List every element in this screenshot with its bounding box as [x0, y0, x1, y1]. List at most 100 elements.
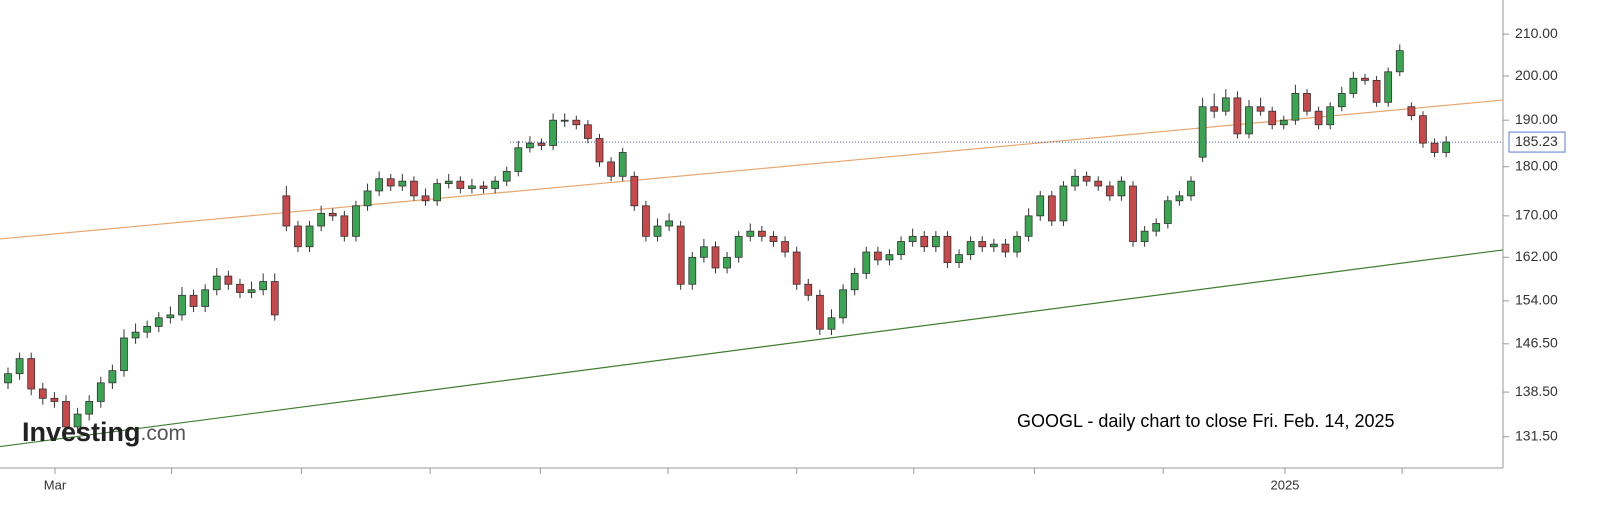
y-tick-label: 131.50	[1515, 427, 1558, 443]
candle-body	[433, 183, 442, 202]
candle-body	[50, 397, 59, 402]
candle-body	[328, 212, 337, 217]
candle-body	[642, 205, 650, 237]
candle-body	[1268, 110, 1277, 126]
candle-body	[1024, 215, 1033, 237]
candle-body	[711, 246, 720, 269]
candle-body	[920, 235, 929, 248]
candle-body	[154, 317, 163, 327]
candle-body	[607, 161, 615, 177]
candle-body	[1163, 200, 1172, 224]
candle-body	[1395, 50, 1404, 73]
candle-body	[1140, 230, 1149, 242]
candle-body	[653, 225, 662, 237]
candle-body	[931, 235, 940, 248]
candle-body	[1337, 93, 1346, 108]
y-tick-label: 200.00	[1515, 67, 1558, 83]
y-tick-label: 162.00	[1515, 248, 1558, 264]
candle-body	[178, 294, 186, 316]
candle-body	[340, 215, 349, 237]
candle-body	[873, 251, 882, 261]
candle-body	[1059, 185, 1068, 222]
candle-body	[758, 230, 766, 237]
candle-body	[723, 256, 731, 269]
candle-body	[595, 138, 604, 163]
candle-body	[827, 317, 836, 330]
candle-body	[375, 178, 384, 192]
candle-body	[688, 256, 697, 285]
candle-body	[769, 235, 778, 242]
y-tick-label: 170.00	[1515, 207, 1558, 223]
candle-body	[1001, 243, 1010, 253]
y-tick-label: 180.00	[1515, 157, 1558, 173]
candle-body	[270, 281, 279, 316]
candle-body	[1430, 142, 1439, 153]
candle-body	[1245, 106, 1253, 135]
candle-body	[804, 283, 813, 296]
x-tick-label: Mar	[44, 477, 67, 492]
candle-body	[386, 178, 395, 187]
candle-body	[38, 388, 47, 399]
candle-body	[491, 180, 500, 189]
candle-body	[978, 241, 987, 248]
candle-body	[479, 185, 488, 189]
candle-body	[1082, 175, 1091, 182]
candle-body	[189, 294, 198, 307]
candle-body	[317, 212, 326, 227]
watermark-suffix: .com	[141, 422, 187, 445]
candle-body	[885, 254, 894, 261]
candle-body	[201, 289, 210, 307]
candle-body	[676, 225, 685, 285]
candle-body	[700, 246, 708, 258]
candle-body	[526, 142, 534, 149]
candle-body	[62, 401, 70, 428]
candle-body	[305, 225, 314, 248]
candle-body	[1198, 106, 1207, 158]
candle-body	[630, 175, 639, 207]
candle-body	[421, 195, 430, 202]
candle-body	[1036, 195, 1045, 217]
candle-body	[410, 180, 418, 197]
candle-body	[1384, 71, 1393, 103]
candle-body	[1013, 235, 1021, 253]
candle-body	[665, 220, 673, 227]
candle-body	[746, 230, 755, 237]
watermark-brand: Investing	[22, 417, 141, 447]
candle-body	[1152, 223, 1161, 232]
candle-body	[108, 370, 117, 384]
candle-body	[1303, 93, 1311, 112]
last-price-label: 185.23	[1515, 133, 1558, 149]
candle-body	[131, 331, 140, 339]
x-tick-label: 2025	[1270, 477, 1299, 492]
candle-body	[363, 190, 372, 207]
candle-body	[352, 205, 360, 237]
candle-body	[247, 289, 256, 293]
y-tick-label: 190.00	[1515, 111, 1558, 127]
candle-body	[294, 225, 302, 248]
watermark: Investing.com	[22, 417, 186, 447]
y-tick-label: 210.00	[1515, 25, 1558, 41]
plot	[0, 44, 1504, 448]
candle-body	[781, 241, 789, 253]
y-tick-label: 146.50	[1515, 335, 1558, 351]
candle-body	[27, 358, 36, 390]
candle-body	[1442, 141, 1451, 153]
candle-body	[502, 171, 511, 182]
candle-body	[1129, 185, 1137, 242]
candle-body	[850, 272, 859, 291]
candle-body	[1361, 77, 1369, 81]
candle-body	[584, 124, 592, 139]
candle-body	[444, 180, 453, 184]
candle-body	[734, 235, 743, 258]
candle-body	[792, 251, 801, 285]
candle-body	[1117, 180, 1126, 197]
candle-body	[966, 241, 975, 256]
candle-body	[1279, 119, 1288, 126]
candle-body	[166, 314, 175, 319]
candle-body	[839, 289, 847, 319]
candle-body	[1407, 106, 1416, 117]
candle-body	[1187, 180, 1195, 197]
candle-body	[560, 119, 569, 122]
